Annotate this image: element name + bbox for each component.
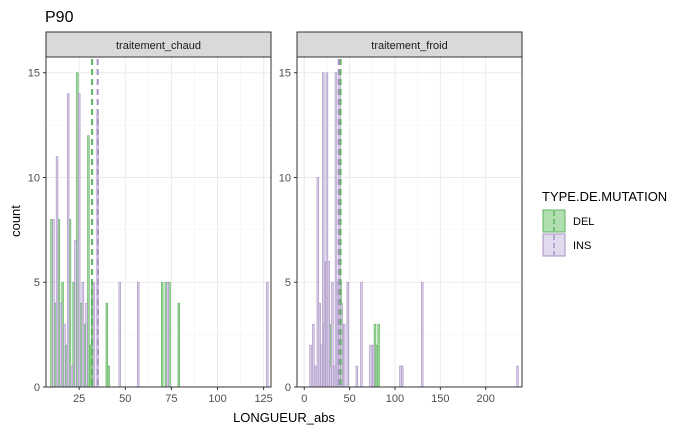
bar-ins: INS 11: 8 (52, 219, 55, 388)
bar-del: DEL 70: 5 (160, 281, 164, 388)
panel-background (297, 57, 522, 387)
bar-del: DEL 74: 5 (168, 281, 171, 388)
bar-ins: INS 48: 5 (346, 281, 350, 388)
facet-strip-label: traitement_froid (371, 40, 447, 52)
bar-del: DEL 31: 2 (89, 344, 92, 388)
x-tick-label: 100 (208, 393, 226, 405)
bar-ins: INS 7: 2 (309, 344, 312, 388)
bar-ins: INS 76: 2 (372, 344, 375, 388)
bar-del: DEL 79: 4 (177, 302, 180, 388)
bar-del: DEL 82: 3 (377, 323, 380, 388)
bar-ins: INS 235: 1 (516, 365, 519, 388)
bar-del: DEL 10: 8 (50, 219, 53, 388)
bar-del: DEL 72: 5 (164, 281, 168, 388)
y-tick-label: 0 (285, 382, 291, 394)
y-tick-label: 15 (28, 68, 40, 80)
bar-ins: INS 19: 14 (66, 93, 70, 388)
facet-strip (296, 31, 523, 58)
x-tick-label: 125 (254, 393, 272, 405)
x-tick-label: 0 (301, 393, 307, 405)
facet-panel-traitement_chaud: traitement_chaud DEL 10: 8DEL 12: 4DEL 14… (28, 31, 273, 405)
bar-del: DEL 30: 12 (87, 135, 90, 388)
x-tick-label: 50 (343, 393, 355, 405)
plot-title: P90 (45, 9, 74, 26)
y-axis-title: count (8, 205, 23, 237)
bar-ins: INS 57: 5 (137, 281, 140, 388)
bar-ins: INS 44: 3 (342, 323, 346, 388)
facet-strip (45, 31, 272, 58)
y-tick-label: 5 (285, 277, 291, 289)
y-tick-label: 10 (279, 172, 291, 184)
legend-label: INS (573, 240, 591, 252)
bar-del: DEL 40: 4 (105, 302, 109, 388)
bar-ins: INS 23: 7 (74, 240, 77, 388)
x-tick-label: 50 (119, 393, 131, 405)
bar-ins: INS 13: 11 (55, 156, 59, 388)
bar-ins: INS 29: 4 (85, 302, 88, 388)
y-tick-label: 0 (34, 382, 40, 394)
legend: TYPE.DE.MUTATION DEL INS (542, 189, 667, 257)
bar-del: DEL 26: 4 (79, 302, 83, 388)
bar-del: DEL 16: 5 (61, 281, 64, 388)
bar-del: DEL 22: 5 (72, 281, 75, 388)
bar-del: DEL 14: 8 (57, 219, 61, 388)
bar-ins: INS 17: 3 (63, 323, 66, 388)
bar-ins: INS 12: 1 (313, 365, 317, 388)
y-tick-label: 15 (279, 68, 291, 80)
x-tick-label: 75 (165, 393, 177, 405)
bar-ins: INS 15: 4 (59, 302, 62, 388)
bar-ins: INS 25: 14 (77, 93, 81, 388)
bar-del: DEL 12: 4 (54, 302, 57, 388)
bar-ins: INS 127: 5 (266, 281, 269, 388)
bar-ins: INS 63: 5 (360, 281, 363, 388)
x-tick-label: 150 (431, 393, 449, 405)
x-tick-label: 100 (386, 393, 404, 405)
bar-ins: INS 73: 5 (166, 281, 169, 388)
facet-panel-traitement_froid: traitement_froidDEL 26: 1DEL 28: 3DEL 40… (279, 31, 523, 405)
bar-del: DEL 41: 1 (107, 365, 110, 388)
bar-del: DEL 18: 2 (65, 344, 68, 388)
bar-del: DEL 28: 3 (83, 323, 86, 388)
bar-ins: INS 130: 5 (421, 281, 424, 388)
legend-label: DEL (573, 216, 594, 228)
y-tick-label: 5 (34, 277, 40, 289)
bar-ins: INS 27: 5 (81, 281, 85, 388)
bar-ins: INS 21: 1 (70, 365, 74, 388)
panel-border (296, 56, 523, 388)
x-axis-title: LONGUEUR_abs (233, 410, 335, 425)
facet-strip-label: traitement_chaud (116, 40, 201, 52)
bar-ins: INS 58: 1 (355, 365, 359, 388)
legend-entries: DEL INS (542, 209, 594, 257)
bar-ins: INS 33: 5 (92, 281, 96, 388)
legend-title: TYPE.DE.MUTATION (542, 189, 667, 204)
bar-ins: INS 47: 5 (118, 281, 121, 388)
bar-ins: INS 73: 2 (369, 344, 372, 388)
bar-ins: INS 108: 1 (401, 365, 404, 388)
legend-key-ins: INS (542, 233, 591, 257)
x-tick-label: 25 (73, 393, 85, 405)
y-tick-label: 10 (28, 172, 40, 184)
x-tick-label: 200 (477, 393, 495, 405)
legend-key-del: DEL (542, 209, 594, 233)
bar-del: DEL 24: 15 (76, 72, 79, 388)
bar-del: DEL 20: 8 (68, 219, 72, 388)
panel-border (45, 56, 272, 388)
